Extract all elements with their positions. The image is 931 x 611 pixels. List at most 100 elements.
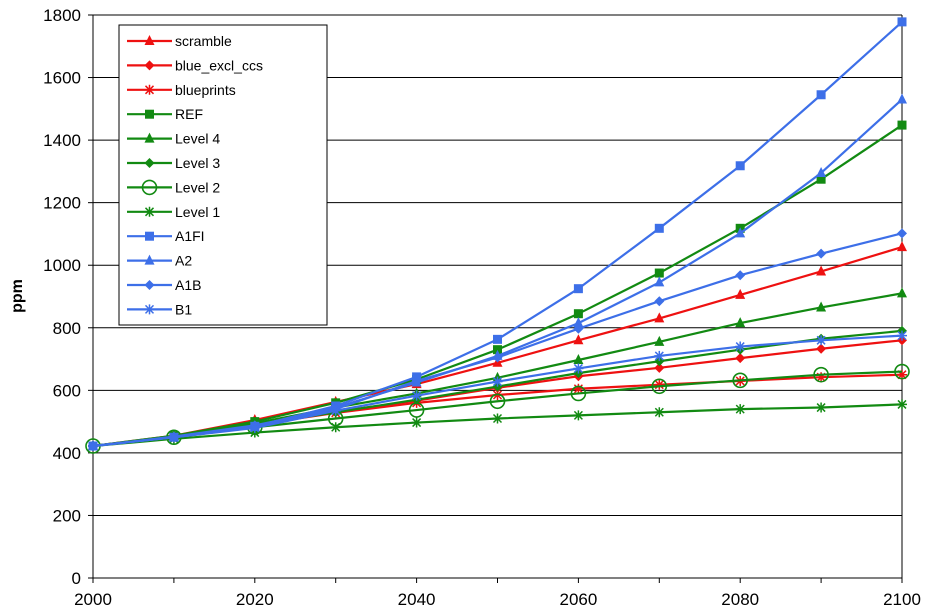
data-point-level-4-2080 xyxy=(735,317,746,328)
legend: scramble blue_excl_ccs blueprints REF Level … xyxy=(118,24,328,326)
y-tick-200: 200 xyxy=(53,506,81,525)
data-point-scramble-2100 xyxy=(897,241,907,252)
data-point-b1-2000 xyxy=(88,441,98,452)
legend-item-a1b: A1B xyxy=(127,277,201,293)
x-tick-2080: 2080 xyxy=(721,590,759,609)
x-tick-2040: 2040 xyxy=(398,590,436,609)
data-point-ref-2100 xyxy=(897,120,907,130)
series-b1 xyxy=(88,330,907,452)
data-point-level-1-2080 xyxy=(735,404,746,415)
data-point-a2-2060 xyxy=(573,317,584,328)
data-point-b1-2080 xyxy=(735,341,746,352)
legend-item-a2: A2 xyxy=(127,253,192,269)
y-tick-1200: 1200 xyxy=(43,194,81,213)
data-point-blueprints-2100 xyxy=(897,369,907,380)
data-point-level-1-2030 xyxy=(330,422,341,433)
data-point-a2-2090 xyxy=(816,166,827,177)
legend-marker-a1fi xyxy=(145,231,154,241)
data-point-a1fi-2060 xyxy=(573,284,583,294)
data-point-b1-2030 xyxy=(330,405,341,416)
y-tick-800: 800 xyxy=(53,319,81,338)
data-point-blueprints-2060 xyxy=(573,383,584,394)
legend-marker-b1 xyxy=(144,304,155,315)
legend-marker-blue-excl-ccs xyxy=(144,60,155,71)
y-tick-labels: 0 200 400 600 800 1000 1200 1400 1600 1800 xyxy=(43,6,81,588)
data-point-level-4-2070 xyxy=(654,335,665,346)
data-point-a1b-2060 xyxy=(573,323,584,334)
legend-item-level-4: Level 4 xyxy=(127,131,220,147)
legend-label-level-3: Level 3 xyxy=(175,155,220,171)
data-point-b1-2040 xyxy=(411,390,422,401)
data-point-level-1-2050 xyxy=(492,413,503,424)
legend-label-a1fi: A1FI xyxy=(175,228,205,244)
data-point-blueprints-2090 xyxy=(816,372,827,383)
data-point-a1b-2080 xyxy=(735,270,746,281)
data-point-a1fi-2090 xyxy=(816,90,826,100)
data-point-a1b-2100 xyxy=(897,228,907,239)
legend-marker-level-1 xyxy=(144,206,155,217)
data-point-ref-2060 xyxy=(573,309,583,319)
legend-item-level-2: Level 2 xyxy=(127,179,220,195)
y-tick-1800: 1800 xyxy=(43,6,81,25)
data-point-level-1-2090 xyxy=(816,402,827,413)
legend-label-b1: B1 xyxy=(175,301,192,317)
data-point-b1-2020 xyxy=(249,422,260,433)
legend-label-a1b: A1B xyxy=(175,277,201,293)
legend-item-blueprints: blueprints xyxy=(127,82,236,98)
legend-label-blueprints: blueprints xyxy=(175,82,236,98)
x-tick-2000: 2000 xyxy=(74,590,112,609)
data-point-level-1-2060 xyxy=(573,410,584,421)
y-tick-1600: 1600 xyxy=(43,69,81,88)
legend-marker-scramble xyxy=(144,35,155,45)
series-line-level-1 xyxy=(92,403,903,448)
data-point-a1b-2040 xyxy=(411,375,422,386)
data-point-scramble-2060 xyxy=(573,334,584,345)
legend-label-ref: REF xyxy=(175,106,203,122)
legend-item-ref: REF xyxy=(127,106,203,122)
data-point-b1-2050 xyxy=(492,376,503,387)
data-point-a1b-2090 xyxy=(816,248,827,259)
y-tick-1000: 1000 xyxy=(43,256,81,275)
y-tick-0: 0 xyxy=(72,569,81,588)
data-point-level-4-2090 xyxy=(816,301,827,312)
data-point-scramble-2090 xyxy=(816,265,827,276)
data-point-a2-2100 xyxy=(897,93,907,104)
legend-marker-level-3 xyxy=(144,158,155,168)
legend-label-level-2: Level 2 xyxy=(175,179,220,195)
legend-marker-level-2 xyxy=(141,179,158,196)
legend-item-b1: B1 xyxy=(127,301,192,317)
data-point-a1fi-2080 xyxy=(735,161,745,171)
data-point-b1-2060 xyxy=(573,363,584,374)
legend-label-level-1: Level 1 xyxy=(175,204,220,220)
legend-item-blue-excl-ccs: blue_excl_ccs xyxy=(127,57,263,73)
data-point-scramble-2080 xyxy=(735,288,746,299)
data-point-b1-2090 xyxy=(816,335,827,346)
series-level-1 xyxy=(88,399,907,452)
data-point-level-4-2100 xyxy=(897,287,907,298)
legend-box xyxy=(118,24,328,326)
data-point-level-2-2090 xyxy=(813,366,829,383)
series-group xyxy=(85,17,910,454)
legend-marker-a1b xyxy=(144,280,155,290)
data-point-a1fi-2050 xyxy=(493,334,502,344)
y-tick-1400: 1400 xyxy=(43,131,81,150)
x-tick-2060: 2060 xyxy=(559,590,597,609)
data-point-level-2-2040 xyxy=(408,402,425,418)
data-point-blueprints-2070 xyxy=(654,379,665,390)
data-point-level-1-2100 xyxy=(897,399,907,410)
legend-marker-ref xyxy=(145,109,154,119)
legend-item-level-3: Level 3 xyxy=(127,155,220,171)
data-point-ref-2070 xyxy=(654,268,664,278)
data-point-a1fi-2100 xyxy=(897,17,907,27)
legend-item-scramble: scramble xyxy=(127,33,232,49)
data-point-blue-excl-ccs-2070 xyxy=(654,362,665,373)
data-point-level-1-2040 xyxy=(411,417,422,428)
legend-label-blue-excl-ccs: blue_excl_ccs xyxy=(175,57,263,73)
data-point-a1b-2070 xyxy=(654,296,665,307)
legend-marker-blueprints xyxy=(144,84,155,95)
data-point-b1-2100 xyxy=(897,330,907,341)
x-tick-labels: 2000 2020 2040 2060 2080 2100 xyxy=(74,590,921,609)
legend-marker-a2 xyxy=(144,254,155,265)
data-point-ref-2090 xyxy=(816,174,826,184)
